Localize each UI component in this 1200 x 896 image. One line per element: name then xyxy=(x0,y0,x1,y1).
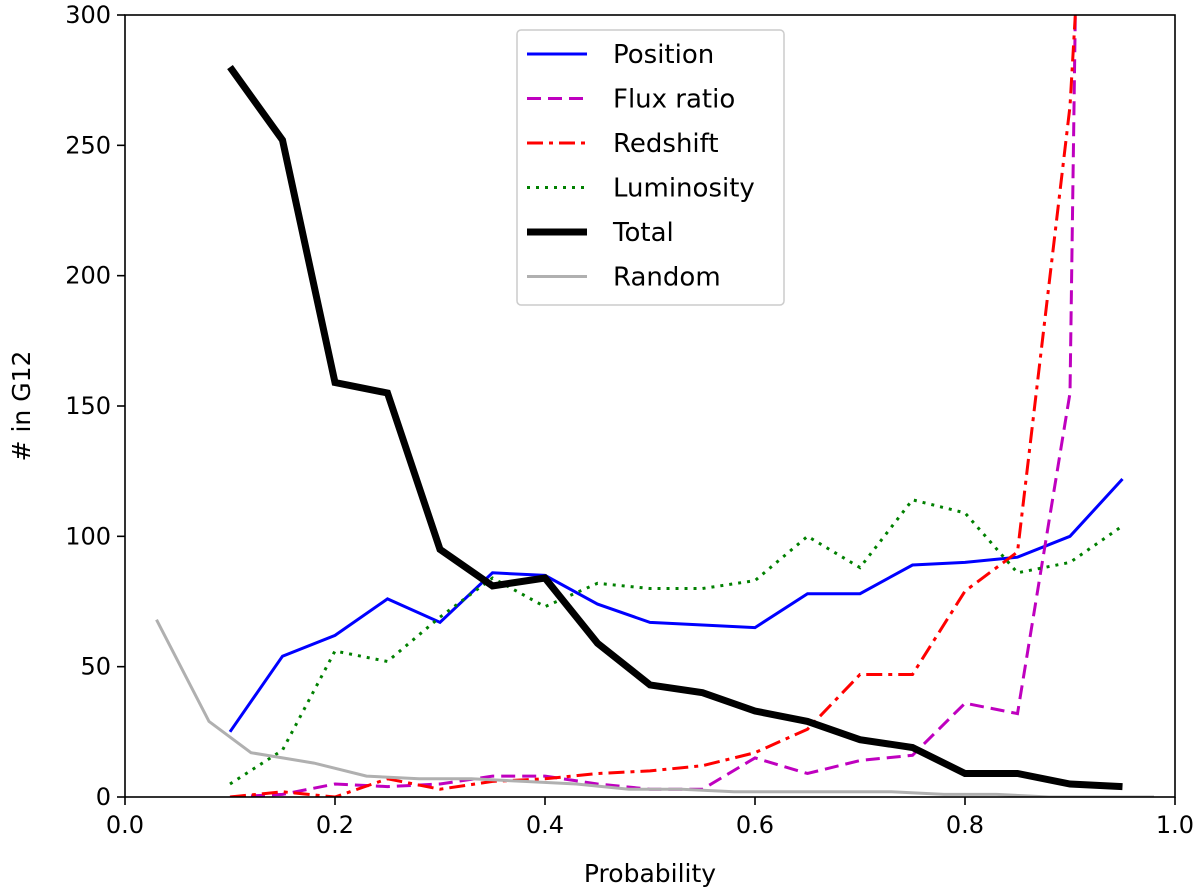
legend-label: Total xyxy=(612,218,674,248)
legend-box xyxy=(516,29,785,306)
series-layer xyxy=(155,15,1154,797)
y-tick-label: 50 xyxy=(80,653,111,681)
x-tick-label: 0.6 xyxy=(736,811,774,839)
y-tick-label: 250 xyxy=(65,131,111,159)
y-tick-label: 150 xyxy=(65,392,111,420)
legend-label: Flux ratio xyxy=(613,85,735,115)
x-tick-label: 0.0 xyxy=(106,811,144,839)
y-tick-label: 100 xyxy=(65,522,111,550)
x-tick-label: 1.0 xyxy=(1156,811,1194,839)
x-tick-label: 0.8 xyxy=(946,811,984,839)
legend-label: Position xyxy=(613,40,714,70)
y-tick-label: 200 xyxy=(65,262,111,290)
x-tick-label: 0.2 xyxy=(316,811,354,839)
legend-label: Random xyxy=(613,263,721,293)
x-axis-label: Probability xyxy=(584,859,716,888)
legend-label: Redshift xyxy=(613,129,719,159)
series-line-redshift xyxy=(229,15,1077,797)
series-line-random xyxy=(155,619,1154,797)
series-line-luminosity xyxy=(229,498,1124,786)
legend: Position Flux ratio Redshift Luminosity Tota… xyxy=(516,29,785,306)
legend-label: Luminosity xyxy=(613,174,755,204)
tick-layer: 0.0 0.2 0.4 0.6 0.8 1.0 0 50 100 150 200 250 300 xyxy=(65,1,1194,839)
x-tick-label: 0.4 xyxy=(526,811,564,839)
y-tick-label: 300 xyxy=(65,1,111,29)
series-line-position xyxy=(228,477,1124,733)
y-axis-label: # in G12 xyxy=(7,351,36,462)
series-line-total xyxy=(227,65,1123,791)
y-tick-label: 0 xyxy=(96,783,111,811)
